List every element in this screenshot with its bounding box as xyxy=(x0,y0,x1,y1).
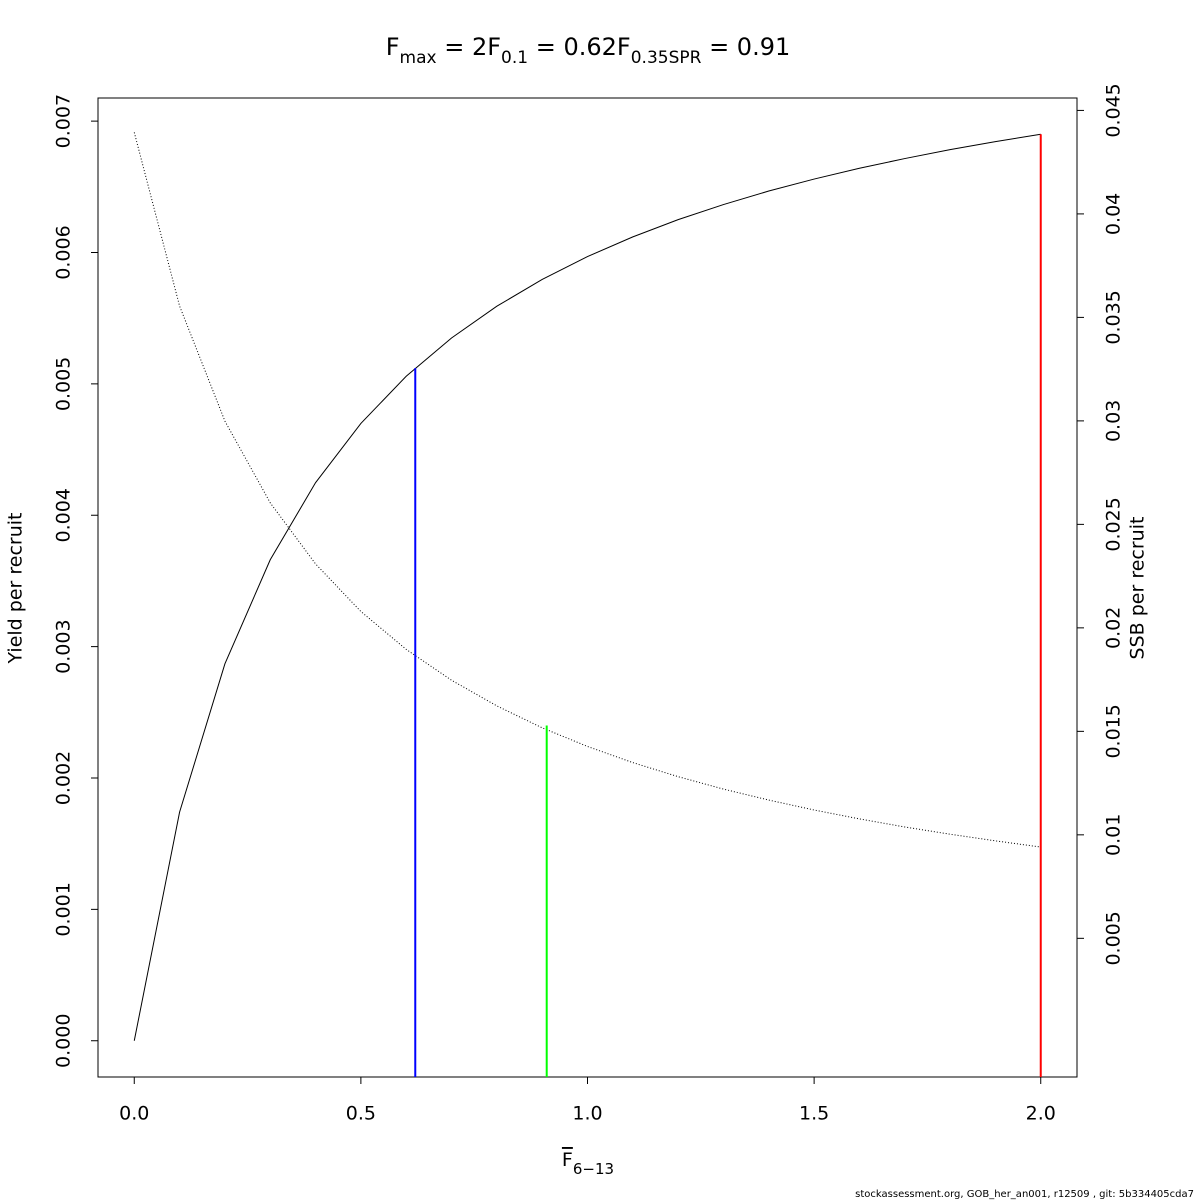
y-tick-label: 0.001 xyxy=(53,882,75,936)
y-tick-label: 0.002 xyxy=(53,751,75,805)
title-subscript: max xyxy=(400,48,437,68)
y2-tick-label: 0.03 xyxy=(1103,400,1125,442)
x-tick-label: 1.0 xyxy=(572,1103,602,1125)
chart-title: Fmax = 2F0.1 = 0.62F0.35SPR = 0.91 xyxy=(386,33,791,68)
y2-tick-label: 0.005 xyxy=(1103,911,1125,965)
title-symbol: F xyxy=(487,33,501,61)
y2-tick-label: 0.025 xyxy=(1103,497,1125,551)
y-tick-label: 0.005 xyxy=(52,357,74,411)
y2-tick-label: 0.045 xyxy=(1103,83,1125,137)
title-value: = 2 xyxy=(437,33,488,61)
title-subscript: 0.35SPR xyxy=(631,48,702,68)
y-tick-label: 0.004 xyxy=(53,488,75,542)
title-value: = 0.62 xyxy=(528,33,617,61)
y2-tick-label: 0.04 xyxy=(1103,193,1125,235)
y2-tick-label: 0.015 xyxy=(1103,704,1125,758)
x-tick-label: 0.0 xyxy=(119,1103,149,1125)
title-symbol: F xyxy=(386,33,400,61)
title-symbol: F xyxy=(617,33,631,61)
ssb-curve xyxy=(133,132,1041,848)
y2-tick-label: 0.035 xyxy=(1103,290,1125,344)
x-tick-label: 0.5 xyxy=(346,1103,376,1125)
footer: stockassessment.org, GOB_her_an001, r125… xyxy=(855,1189,1194,1200)
plot-frame xyxy=(97,97,1078,1078)
y-tick-label: 0.006 xyxy=(53,225,75,279)
yield-curve xyxy=(133,133,1041,1041)
title-value: = 0.91 xyxy=(701,33,790,61)
x-axis-label: F6−13 xyxy=(562,1149,614,1178)
x-label-symbol: F xyxy=(562,1149,573,1171)
title-subscript: 0.1 xyxy=(501,48,528,68)
y-tick-label: 0.003 xyxy=(53,619,75,673)
y-tick-label: 0.007 xyxy=(53,94,75,148)
x-tick-label: 1.5 xyxy=(799,1103,829,1125)
x-tick-label: 2.0 xyxy=(1026,1103,1056,1125)
x-label-subscript: 6−13 xyxy=(573,1160,614,1178)
y2-axis-label: SSB per recruit xyxy=(1127,517,1149,660)
y-tick-label: 0.000 xyxy=(53,1014,75,1068)
y-axis-label: Yield per recruit xyxy=(5,513,27,665)
y2-tick-label: 0.01 xyxy=(1103,814,1125,856)
y2-tick-label: 0.02 xyxy=(1103,607,1125,649)
